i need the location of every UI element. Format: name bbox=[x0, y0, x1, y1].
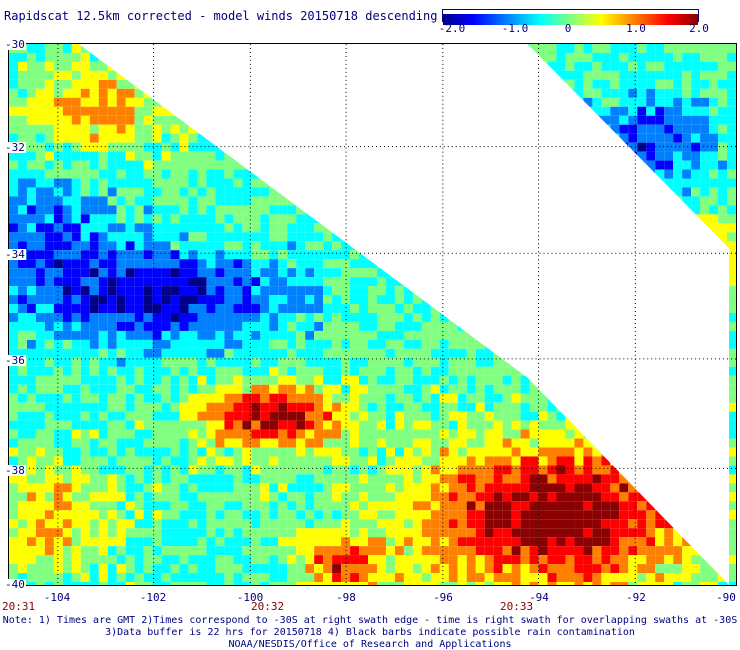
lat-label: -30 bbox=[4, 38, 26, 51]
lon-label: -90 bbox=[716, 591, 736, 604]
lon-label: -96 bbox=[433, 591, 453, 604]
colorbar-tick: -2.0 bbox=[438, 22, 466, 35]
lat-label: -40 bbox=[4, 578, 26, 591]
lon-label: -102 bbox=[139, 591, 167, 604]
footnote-line-1: Note: 1) Times are GMT 2)Times correspon… bbox=[2, 615, 738, 626]
lat-label: -34 bbox=[4, 248, 26, 261]
colorbar-tick: -1.0 bbox=[501, 22, 529, 35]
colorbar-gradient bbox=[443, 14, 698, 25]
wind-difference-map bbox=[8, 43, 737, 586]
lat-label: -32 bbox=[4, 141, 26, 154]
colorbar-tick: 2.0 bbox=[689, 22, 709, 35]
lat-lon-grid bbox=[9, 44, 736, 585]
lon-label: -100 bbox=[236, 591, 264, 604]
map-canvas bbox=[9, 44, 736, 585]
colorbar-tick: 1.0 bbox=[626, 22, 646, 35]
colorbar bbox=[442, 9, 699, 25]
footnote-line-3: NOAA/NESDIS/Office of Research and Appli… bbox=[228, 639, 512, 650]
time-label: 20:33 bbox=[500, 600, 534, 613]
time-label: 20:31 bbox=[2, 600, 36, 613]
colorbar-tick: 0 bbox=[564, 22, 572, 35]
lat-label: -36 bbox=[4, 354, 26, 367]
lon-label: -92 bbox=[626, 591, 646, 604]
time-label: 20:32 bbox=[251, 600, 285, 613]
lon-label: -98 bbox=[336, 591, 356, 604]
swath-gap bbox=[78, 44, 730, 585]
lon-label: -104 bbox=[43, 591, 71, 604]
lat-label: -38 bbox=[4, 464, 26, 477]
map-title: Rapidscat 12.5km corrected - model winds… bbox=[4, 9, 438, 23]
footnote-line-2: 3)Data buffer is 22 hrs for 20150718 4) … bbox=[105, 627, 635, 638]
lon-label: -94 bbox=[529, 591, 549, 604]
